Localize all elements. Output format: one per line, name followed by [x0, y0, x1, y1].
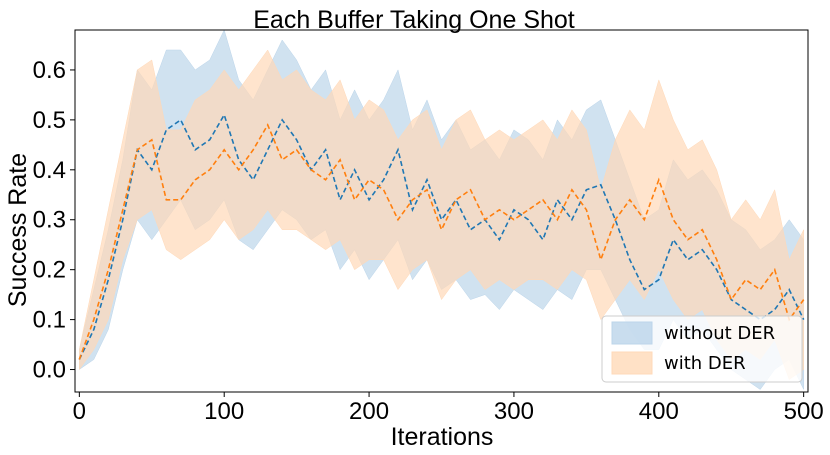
legend-label-with-der: with DER	[664, 353, 746, 374]
y-tick-label: 0.1	[33, 307, 66, 334]
y-tick-label: 0.6	[33, 57, 66, 84]
x-tick-label: 400	[639, 398, 679, 425]
y-tick-label: 0.4	[33, 157, 66, 184]
legend: without DER with DER	[601, 315, 803, 383]
y-tick-label: 0.3	[33, 207, 66, 234]
x-tick-label: 500	[784, 398, 824, 425]
chart-title: Each Buffer Taking One Shot	[253, 6, 575, 34]
y-tick-label: 0.5	[33, 107, 66, 134]
band-with-der	[79, 49, 804, 380]
x-axis-ticks: 0 100 200 300 400 500	[73, 392, 824, 425]
legend-swatch-without-der	[611, 321, 653, 345]
y-axis-ticks: 0.0 0.1 0.2 0.3 0.4 0.5 0.6	[33, 57, 75, 384]
x-axis-title: Iterations	[391, 423, 494, 451]
x-tick-label: 100	[204, 398, 244, 425]
legend-label-without-der: without DER	[664, 323, 775, 344]
x-tick-label: 300	[494, 398, 534, 425]
confidence-bands	[79, 29, 804, 390]
y-tick-label: 0.2	[33, 257, 66, 284]
x-tick-label: 0	[73, 398, 86, 425]
legend-swatch-with-der	[611, 351, 653, 375]
y-tick-label: 0.0	[33, 357, 66, 384]
y-axis-title: Success Rate	[4, 153, 32, 307]
x-tick-label: 200	[349, 398, 389, 425]
plot-area-frame	[74, 29, 809, 393]
